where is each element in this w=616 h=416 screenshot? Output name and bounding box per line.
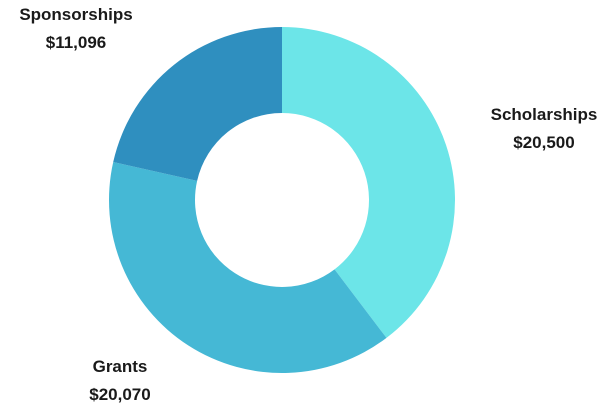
slice-label-sponsorships: Sponsorships	[19, 5, 132, 24]
slice-value-scholarships: $20,500	[513, 133, 574, 152]
slice-sponsorships	[113, 27, 282, 181]
slice-label-scholarships: Scholarships	[491, 105, 598, 124]
slice-value-sponsorships: $11,096	[46, 33, 107, 52]
slice-label-grants: Grants	[93, 357, 148, 376]
slice-scholarships	[282, 27, 455, 338]
slice-grants	[109, 162, 387, 373]
slice-value-grants: $20,070	[89, 385, 150, 404]
slices-group	[109, 27, 455, 373]
labels-group: Scholarships $20,500 Grants $20,070 Sponsors…	[19, 5, 597, 404]
